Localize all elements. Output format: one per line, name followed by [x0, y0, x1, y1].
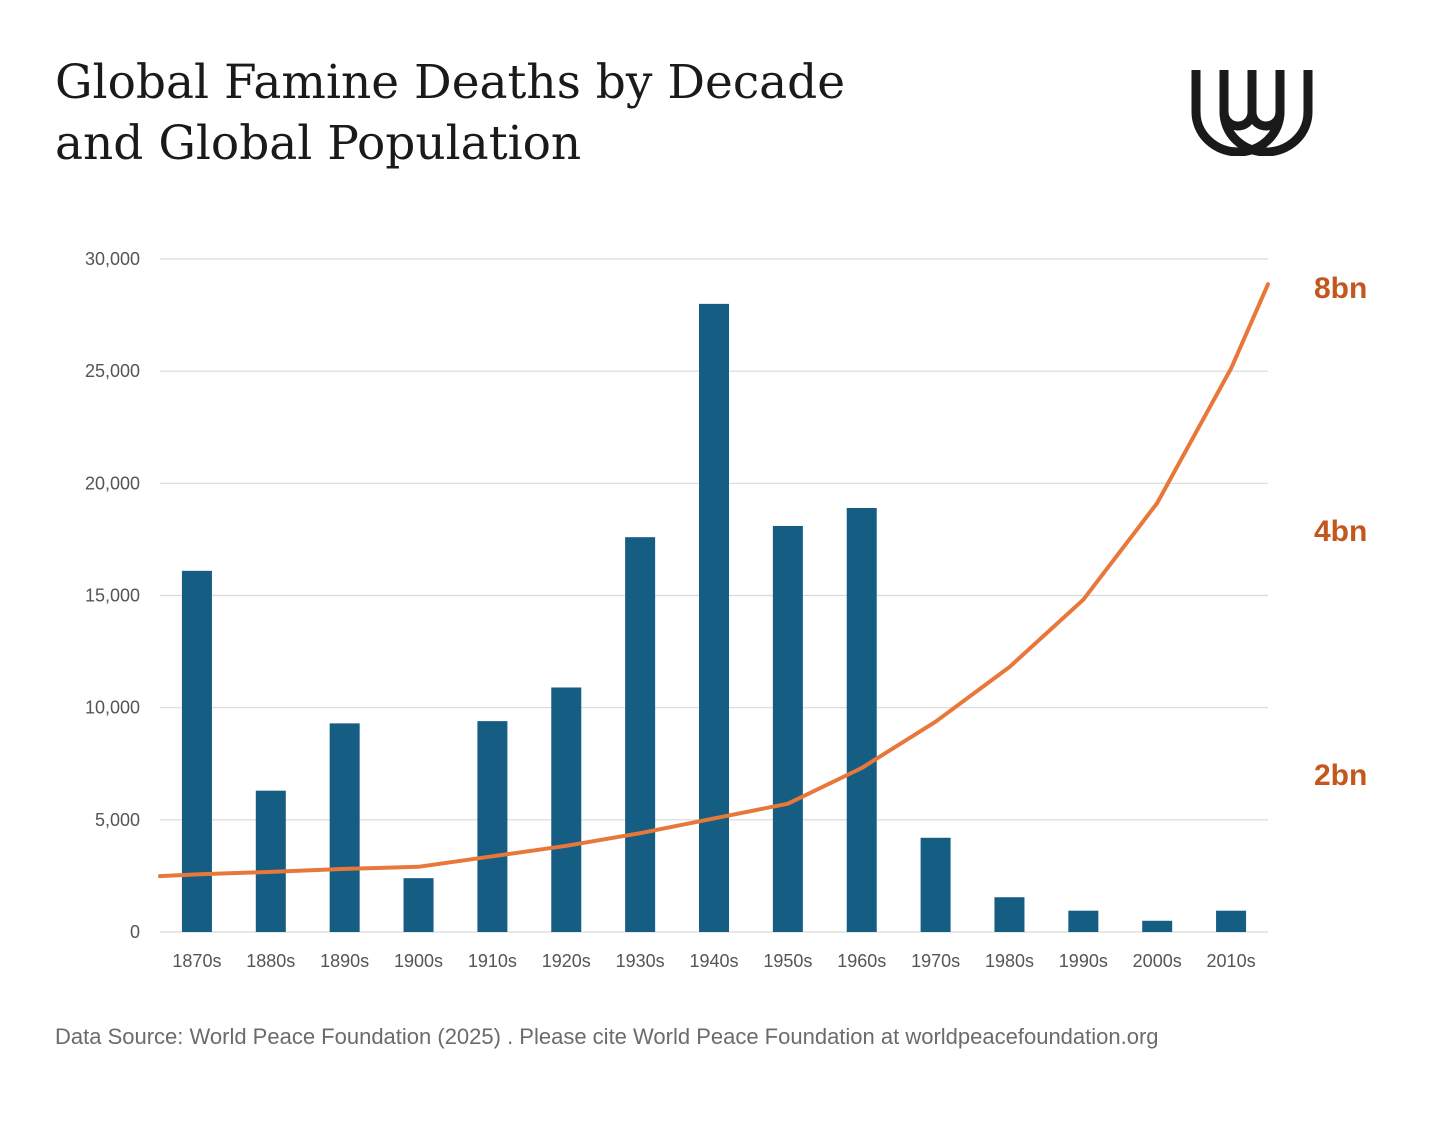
y-tick-label: 30,000	[85, 249, 140, 269]
bar-1930s	[625, 537, 656, 932]
bar-1970s	[920, 837, 951, 932]
population-line-path	[158, 282, 1270, 879]
x-axis-ticks: 1870s 1880s 1890s 1900s 1910s 1920s 1930s 1940s…	[172, 951, 1255, 971]
bars	[181, 303, 1247, 932]
x-tick-label: 1930s	[616, 951, 665, 971]
bar-1890s	[329, 723, 360, 932]
y-tick-label: 15,000	[85, 586, 140, 606]
y-tick-label: 5,000	[95, 810, 140, 830]
x-tick-label: 1870s	[172, 951, 221, 971]
bar-2010s	[1216, 910, 1247, 932]
bar-1940s	[699, 303, 729, 932]
x-tick-label: 1960s	[837, 951, 886, 971]
data-source-footer: Data Source: World Peace Foundation (202…	[55, 1024, 1159, 1049]
bar-1920s	[551, 687, 582, 932]
x-tick-label: 2000s	[1133, 951, 1182, 971]
x-tick-label: 1940s	[689, 951, 738, 971]
x-tick-label: 2010s	[1207, 951, 1256, 971]
x-tick-label: 1910s	[468, 951, 517, 971]
x-tick-label: 1990s	[1059, 951, 1108, 971]
bar-1960s	[846, 508, 877, 932]
bar-2000s	[1142, 920, 1173, 932]
title-line-1: Global Famine Deaths by Decade	[55, 55, 846, 110]
x-tick-label: 1920s	[542, 951, 591, 971]
bar-1990s	[1068, 910, 1099, 932]
right-axis-label-8bn: 8bn	[1314, 272, 1367, 305]
right-axis-label-4bn: 4bn	[1314, 515, 1367, 548]
chart-title: Global Famine Deaths by Decade and Globa…	[55, 52, 1055, 174]
y-tick-label: 0	[130, 922, 140, 942]
bar-1980s	[994, 897, 1025, 932]
x-tick-label: 1950s	[763, 951, 812, 971]
y-tick-label: 10,000	[85, 698, 140, 718]
bar-1950s	[772, 525, 803, 932]
bar-1900s	[403, 878, 434, 932]
y-axis-ticks: 0 5,000 10,000 15,000 20,000 25,000 30,000	[85, 249, 140, 942]
y-tick-label: 25,000	[85, 361, 140, 381]
bar-1870s	[181, 570, 212, 932]
bar-1910s	[477, 721, 508, 932]
x-tick-label: 1970s	[911, 951, 960, 971]
title-line-2: and Global Population	[55, 116, 582, 171]
right-axis-labels: 2bn 4bn 8bn	[1314, 272, 1367, 792]
x-tick-label: 1980s	[985, 951, 1034, 971]
population-line	[158, 282, 1270, 879]
x-tick-label: 1900s	[394, 951, 443, 971]
bar-1880s	[255, 790, 286, 932]
right-axis-label-2bn: 2bn	[1314, 759, 1367, 792]
x-tick-label: 1880s	[246, 951, 295, 971]
y-tick-label: 20,000	[85, 473, 140, 493]
world-peace-foundation-logo	[1191, 70, 1313, 156]
x-tick-label: 1890s	[320, 951, 369, 971]
